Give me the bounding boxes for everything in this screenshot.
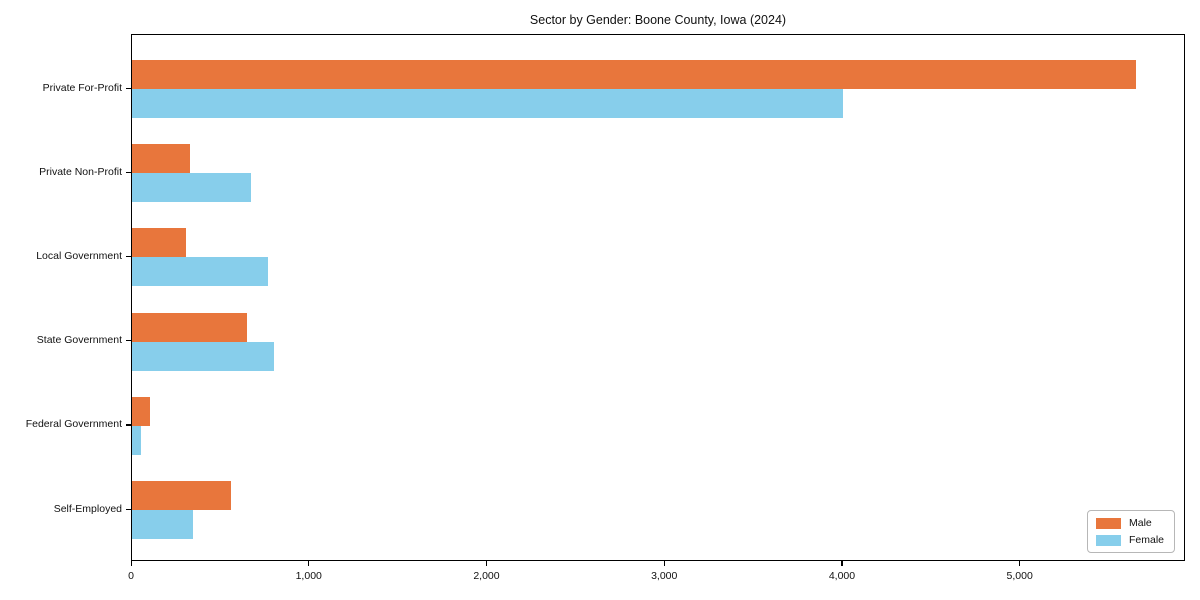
x-label-1000: 1,000 [295, 570, 322, 582]
y-tick-state-government [126, 340, 131, 342]
x-tick-5000 [1019, 561, 1021, 566]
y-label-private-for-profit: Private For-Profit [42, 81, 122, 94]
bar-male-local-government [132, 228, 187, 258]
x-label-4000: 4,000 [828, 570, 856, 582]
legend-item-male: Male [1095, 517, 1164, 529]
bar-male-private-non-profit [132, 144, 190, 174]
y-tick-federal-government [126, 424, 131, 426]
bar-male-self-employed [132, 481, 231, 511]
bar-male-private-for-profit [132, 60, 1137, 90]
x-label-2000: 2,000 [473, 570, 500, 582]
y-tick-private-for-profit [126, 87, 131, 89]
bar-male-federal-government [132, 396, 150, 426]
legend-swatch-male [1095, 517, 1121, 529]
x-tick-2000 [485, 561, 488, 566]
plot-area: Male Female [131, 34, 1185, 561]
chart-title: Sector by Gender: Boone County, Iowa (20… [529, 13, 787, 27]
bar-female-local-government [132, 257, 268, 287]
x-label-3000: 3,000 [651, 570, 678, 582]
y-tick-self-employed [126, 508, 131, 510]
x-tick-3000 [663, 561, 665, 566]
x-label-0: 0 [128, 570, 134, 582]
y-label-private-non-profit: Private Non-Profit [39, 165, 122, 178]
x-tick-0 [130, 561, 132, 566]
y-label-local-government: Local Government [36, 249, 122, 262]
bar-female-private-for-profit [132, 89, 843, 119]
y-label-state-government: State Government [36, 334, 122, 347]
bar-female-self-employed [132, 510, 194, 540]
y-tick-private-non-profit [126, 171, 131, 173]
x-label-5000: 5,000 [1006, 570, 1033, 582]
y-label-federal-government: Federal Government [25, 418, 122, 431]
legend-swatch-female [1095, 534, 1121, 546]
legend: Male Female [1086, 510, 1175, 553]
x-tick-4000 [841, 561, 843, 566]
y-label-self-employed: Self-Employed [53, 502, 122, 515]
y-tick-local-government [126, 255, 131, 258]
legend-label-male: Male [1128, 517, 1152, 529]
bar-male-state-government [132, 312, 247, 342]
bar-female-state-government [132, 341, 275, 371]
bar-female-private-non-profit [132, 173, 252, 203]
legend-item-female: Female [1095, 534, 1164, 546]
x-tick-1000 [308, 561, 310, 566]
legend-label-female: Female [1128, 534, 1164, 546]
bar-female-federal-government [132, 425, 141, 455]
